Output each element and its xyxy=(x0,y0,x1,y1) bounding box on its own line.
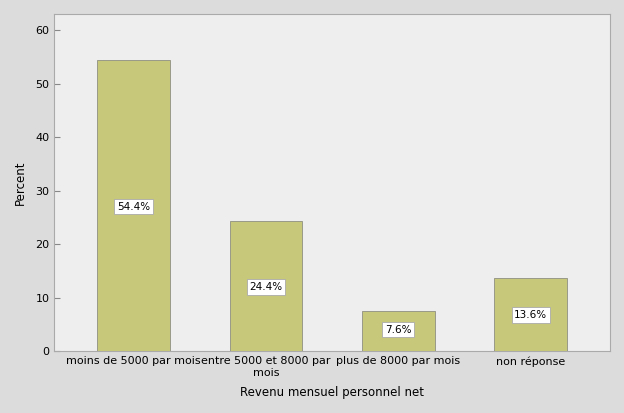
Text: 13.6%: 13.6% xyxy=(514,310,547,320)
X-axis label: Revenu mensuel personnel net: Revenu mensuel personnel net xyxy=(240,386,424,399)
Bar xyxy=(494,278,567,351)
Text: 7.6%: 7.6% xyxy=(385,325,412,335)
Bar xyxy=(97,60,170,351)
Text: 54.4%: 54.4% xyxy=(117,202,150,212)
Y-axis label: Percent: Percent xyxy=(14,160,27,205)
Text: 24.4%: 24.4% xyxy=(250,282,283,292)
Bar xyxy=(230,221,303,351)
Bar xyxy=(362,311,435,351)
